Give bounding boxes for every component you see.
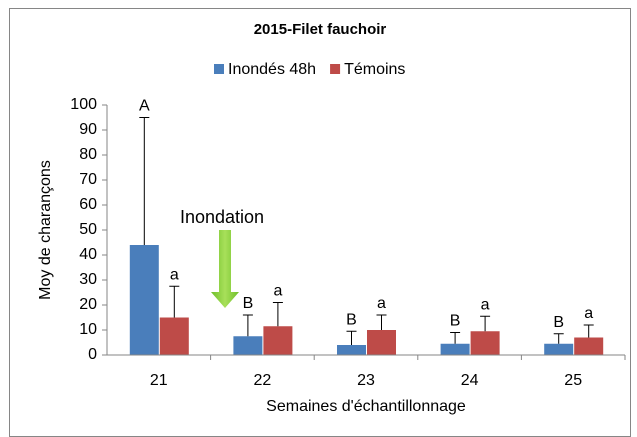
- x-tick-label: 22: [254, 372, 272, 389]
- significance-label: A: [139, 98, 150, 115]
- legend-label: Inondés 48h: [228, 61, 316, 78]
- error-bar: [346, 330, 357, 345]
- error-bar: [553, 333, 564, 344]
- x-axis-label: Semaines d'échantillonnage: [266, 398, 466, 415]
- bar: [233, 336, 263, 355]
- y-tick-label: 100: [70, 96, 97, 113]
- error-bar: [242, 314, 253, 337]
- error-bar: [450, 332, 461, 344]
- y-tick-label: 0: [88, 346, 97, 363]
- y-tick-label: 90: [79, 121, 97, 138]
- error-bar: [139, 117, 150, 245]
- significance-label: a: [170, 266, 179, 283]
- error-bar: [583, 324, 594, 338]
- error-bar: [480, 315, 491, 332]
- y-axis-label: Moy de charançons: [37, 160, 54, 300]
- bar: [470, 331, 500, 355]
- bar: [574, 337, 604, 355]
- bar: [440, 343, 470, 355]
- x-tick-label: 21: [150, 372, 168, 389]
- legend-swatch: [214, 64, 224, 74]
- significance-label: a: [273, 283, 282, 300]
- y-tick-label: 80: [79, 146, 97, 163]
- significance-label: B: [346, 311, 357, 328]
- annotation: Inondation: [180, 207, 264, 227]
- bar: [129, 245, 159, 355]
- error-bar: [272, 302, 283, 327]
- bar: [263, 326, 293, 355]
- error-bar: [169, 285, 180, 318]
- significance-label: B: [243, 295, 254, 312]
- bar: [544, 343, 574, 355]
- legend-label: Témoins: [344, 61, 405, 78]
- x-tick-label: 24: [461, 372, 479, 389]
- significance-label: a: [481, 296, 490, 313]
- significance-label: a: [377, 295, 386, 312]
- y-tick-label: 10: [79, 321, 97, 338]
- bar: [337, 345, 366, 355]
- x-tick-label: 25: [564, 372, 582, 389]
- legend-swatch: [330, 64, 341, 74]
- bar: [159, 317, 189, 355]
- y-tick-label: 70: [79, 171, 97, 188]
- x-tick-label: 23: [357, 372, 375, 389]
- y-tick-label: 50: [79, 221, 97, 238]
- chart-title: 2015-Filet fauchoir: [254, 21, 387, 38]
- y-tick-label: 40: [79, 246, 97, 263]
- significance-label: B: [553, 314, 564, 331]
- y-tick-label: 60: [79, 196, 97, 213]
- significance-label: B: [450, 313, 461, 330]
- y-tick-label: 30: [79, 271, 97, 288]
- chart-border: [9, 8, 631, 437]
- y-tick-label: 20: [79, 296, 97, 313]
- error-bar: [376, 314, 387, 330]
- flood-arrow: [211, 230, 239, 308]
- significance-label: a: [584, 305, 593, 322]
- bar: [367, 330, 396, 355]
